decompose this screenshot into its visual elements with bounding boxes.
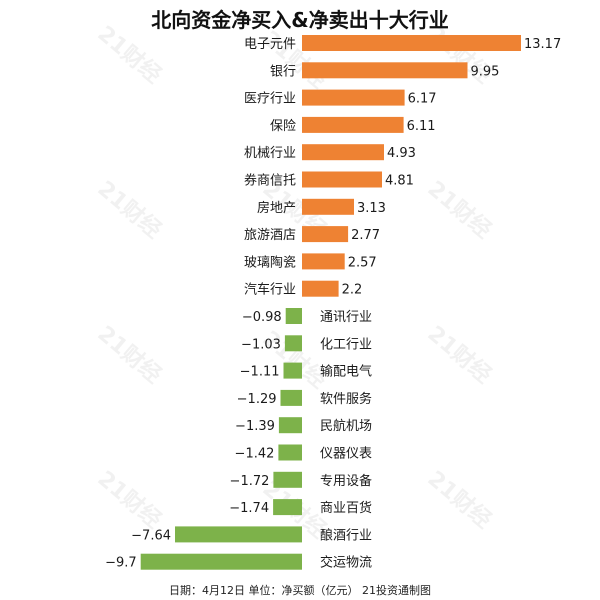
category-label: 房地产 xyxy=(257,200,296,216)
chart-footer: 日期：4月12日 单位：净买额（亿元） 21投资通制图 xyxy=(169,584,431,597)
category-label: 酿酒行业 xyxy=(320,527,372,543)
category-label: 化工行业 xyxy=(320,337,372,352)
category-label: 民航机场 xyxy=(320,418,372,434)
value-label: −1.29 xyxy=(237,392,277,407)
category-label: 仪器仪表 xyxy=(320,447,372,462)
bar-3 xyxy=(302,116,404,133)
watermark-text: 21财经 xyxy=(93,176,167,244)
value-label: 2.57 xyxy=(348,255,377,270)
bar-12 xyxy=(283,362,302,379)
bar-13 xyxy=(280,389,302,406)
category-label: 银行 xyxy=(270,64,296,79)
category-label: 汽车行业 xyxy=(244,282,296,298)
bar-4 xyxy=(302,144,384,161)
bar-7 xyxy=(302,226,349,243)
value-label: −1.42 xyxy=(235,447,275,462)
value-label: 4.81 xyxy=(385,174,414,189)
bar-18 xyxy=(175,526,302,543)
bar-5 xyxy=(302,171,382,188)
value-label: 2.2 xyxy=(342,283,363,298)
value-label: −1.39 xyxy=(235,419,275,434)
bar-1 xyxy=(302,62,468,79)
bars-layer xyxy=(140,35,521,570)
category-label: 商业百货 xyxy=(320,500,372,516)
value-label: −1.11 xyxy=(240,365,280,380)
category-label: 专用设备 xyxy=(320,473,372,489)
labels-layer: 电子元件 13.17 银行 9.95 医疗行业 6.17 保险 6.11 机械行业 4.93 券商信… xyxy=(105,37,561,571)
value-label: 6.17 xyxy=(408,92,437,107)
bar-11 xyxy=(284,335,302,352)
category-label: 电子元件 xyxy=(244,37,296,52)
bar-0 xyxy=(302,35,521,51)
watermark-text: 21财经 xyxy=(423,176,497,244)
bar-10 xyxy=(285,308,302,324)
bar-17 xyxy=(273,499,302,516)
watermark-text: 21财经 xyxy=(93,466,167,534)
category-label: 机械行业 xyxy=(244,146,296,161)
value-label: 3.13 xyxy=(357,201,386,216)
watermark-text: 21财经 xyxy=(93,321,167,389)
value-label: 13.17 xyxy=(524,37,561,52)
bar-16 xyxy=(273,471,302,488)
value-label: 2.77 xyxy=(351,228,380,243)
bar-14 xyxy=(278,417,302,434)
bar-15 xyxy=(278,444,302,461)
value-label: −1.74 xyxy=(229,501,269,516)
bar-19 xyxy=(140,553,302,570)
category-label: 玻璃陶瓷 xyxy=(244,254,296,270)
value-label: −1.03 xyxy=(241,337,281,352)
value-label: −9.7 xyxy=(105,556,137,571)
value-label: −7.64 xyxy=(131,528,171,543)
watermark-text: 21财经 xyxy=(93,21,167,89)
watermark-text: 21财经 xyxy=(423,321,497,389)
chart-title: 北向资金净买入&净卖出十大行业 xyxy=(151,8,449,32)
value-label: −0.98 xyxy=(242,310,282,325)
value-label: 6.11 xyxy=(407,119,436,134)
category-label: 输配电气 xyxy=(320,364,372,380)
category-label: 旅游酒店 xyxy=(244,228,296,243)
bar-6 xyxy=(302,198,354,215)
value-label: 9.95 xyxy=(471,64,500,79)
bar-9 xyxy=(302,280,339,297)
category-label: 通讯行业 xyxy=(320,310,372,325)
category-label: 保险 xyxy=(270,119,296,134)
category-label: 券商信托 xyxy=(244,173,296,189)
category-label: 软件服务 xyxy=(320,391,372,407)
value-label: 4.93 xyxy=(387,146,416,161)
bar-8 xyxy=(302,253,345,270)
watermark-text: 21财经 xyxy=(423,466,497,534)
value-label: −1.72 xyxy=(230,474,270,489)
category-label: 医疗行业 xyxy=(244,92,296,107)
category-label: 交运物流 xyxy=(320,555,372,571)
bar-2 xyxy=(302,89,405,106)
